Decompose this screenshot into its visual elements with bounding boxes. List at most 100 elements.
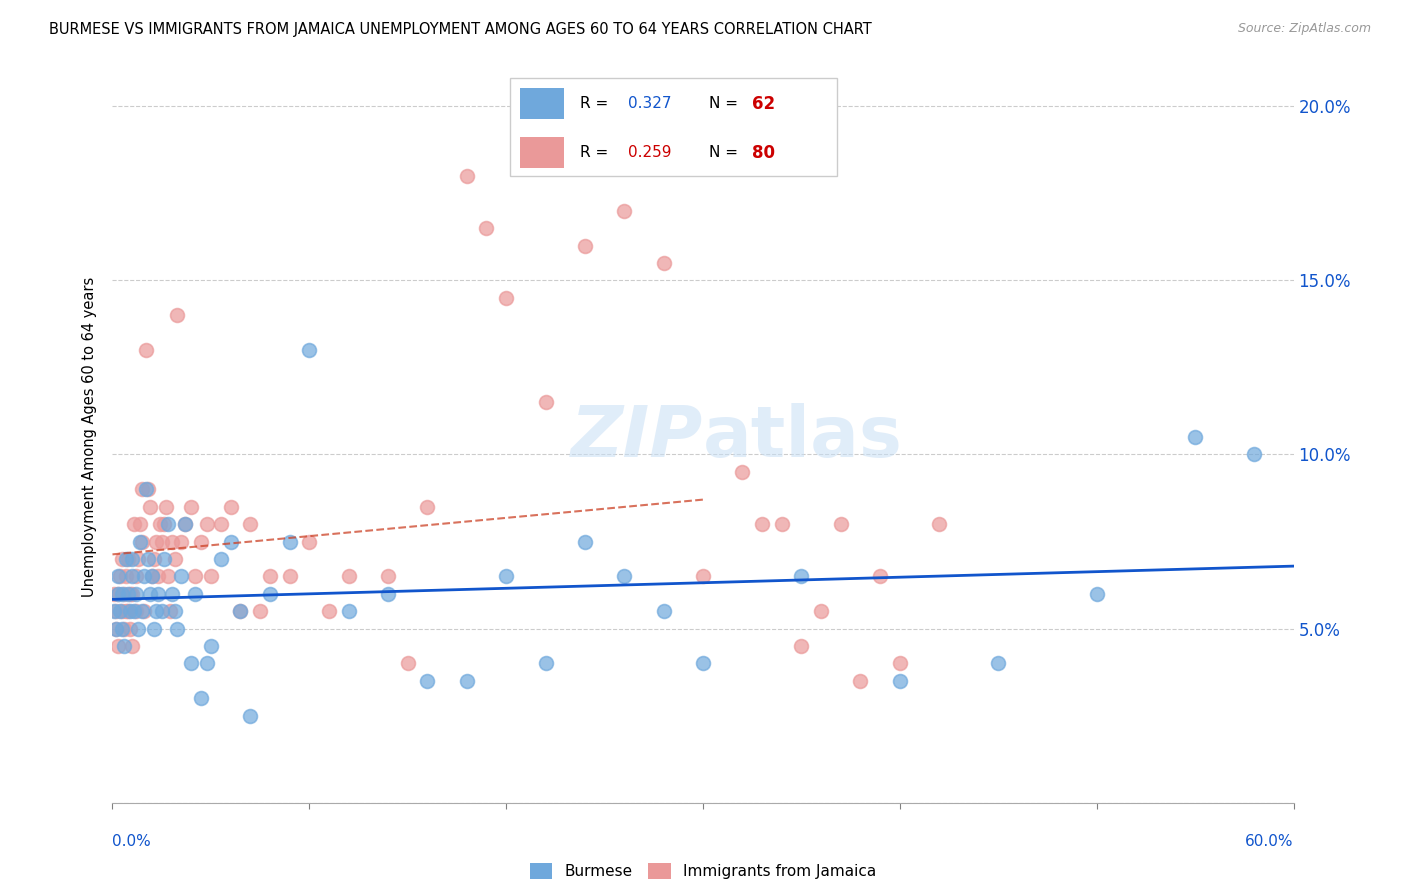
Point	[105, 622, 128, 636]
Point	[112, 639, 135, 653]
Point	[751, 517, 773, 532]
Point	[117, 604, 139, 618]
Point	[121, 552, 143, 566]
Point	[120, 622, 142, 636]
Legend: Burmese, Immigrants from Jamaica: Burmese, Immigrants from Jamaica	[530, 863, 876, 880]
Text: Source: ZipAtlas.com: Source: ZipAtlas.com	[1237, 22, 1371, 36]
Point	[180, 657, 202, 671]
Point	[159, 604, 181, 618]
Point	[165, 604, 187, 618]
Point	[150, 534, 173, 549]
Point	[125, 587, 148, 601]
Point	[146, 569, 169, 583]
Point	[120, 587, 142, 601]
Point	[142, 622, 165, 636]
Point	[170, 534, 193, 549]
Point	[107, 569, 129, 583]
Point	[229, 604, 252, 618]
Text: atlas: atlas	[703, 402, 903, 472]
Point	[110, 569, 132, 583]
Point	[229, 604, 252, 618]
Point	[456, 673, 478, 688]
Point	[125, 604, 148, 618]
Text: BURMESE VS IMMIGRANTS FROM JAMAICA UNEMPLOYMENT AMONG AGES 60 TO 64 YEARS CORREL: BURMESE VS IMMIGRANTS FROM JAMAICA UNEMP…	[49, 22, 872, 37]
Point	[107, 587, 129, 601]
Point	[209, 517, 232, 532]
Point	[170, 569, 193, 583]
Point	[174, 517, 197, 532]
Point	[239, 708, 262, 723]
Point	[111, 622, 134, 636]
Point	[112, 622, 135, 636]
Point	[146, 587, 169, 601]
Point	[155, 500, 177, 514]
Point	[174, 517, 197, 532]
Point	[131, 534, 153, 549]
Point	[790, 569, 813, 583]
Text: 0.0%: 0.0%	[112, 834, 152, 849]
Point	[111, 552, 134, 566]
Point	[396, 657, 419, 671]
Point	[613, 569, 636, 583]
Point	[209, 552, 232, 566]
Text: R =: R =	[581, 145, 613, 161]
Point	[652, 256, 675, 270]
Point	[141, 569, 163, 583]
Point	[160, 587, 183, 601]
Point	[127, 552, 149, 566]
Point	[107, 587, 129, 601]
Point	[103, 604, 125, 618]
Point	[129, 534, 152, 549]
Point	[495, 569, 517, 583]
Point	[200, 639, 222, 653]
Point	[131, 483, 153, 497]
Point	[139, 587, 162, 601]
Point	[337, 604, 360, 618]
Point	[200, 569, 222, 583]
Point	[456, 169, 478, 183]
Point	[534, 395, 557, 409]
Point	[135, 483, 157, 497]
Point	[889, 657, 911, 671]
Point	[337, 569, 360, 583]
Point	[150, 604, 173, 618]
Text: 80: 80	[752, 144, 776, 161]
Point	[195, 517, 218, 532]
Point	[105, 622, 128, 636]
Point	[574, 534, 596, 549]
Point	[135, 343, 157, 357]
Point	[416, 500, 439, 514]
Point	[613, 203, 636, 218]
Point	[122, 604, 145, 618]
Point	[770, 517, 793, 532]
Point	[692, 569, 714, 583]
Point	[125, 569, 148, 583]
Point	[298, 343, 321, 357]
Text: N =: N =	[709, 96, 742, 111]
Point	[377, 587, 399, 601]
Point	[111, 604, 134, 618]
Bar	[520, 137, 564, 168]
Point	[889, 673, 911, 688]
Point	[195, 657, 218, 671]
Point	[136, 552, 159, 566]
Point	[278, 569, 301, 583]
Point	[132, 604, 155, 618]
Text: 0.327: 0.327	[627, 96, 671, 111]
Point	[103, 587, 125, 601]
Point	[790, 639, 813, 653]
Text: ZIP: ZIP	[571, 402, 703, 472]
Point	[416, 673, 439, 688]
Point	[111, 587, 134, 601]
Point	[149, 517, 172, 532]
Point	[1085, 587, 1108, 601]
Point	[928, 517, 950, 532]
Point	[190, 691, 212, 706]
Point	[117, 552, 139, 566]
FancyBboxPatch shape	[509, 78, 837, 177]
Point	[152, 552, 174, 566]
Point	[120, 604, 142, 618]
Point	[180, 500, 202, 514]
Point	[110, 604, 132, 618]
Point	[849, 673, 872, 688]
